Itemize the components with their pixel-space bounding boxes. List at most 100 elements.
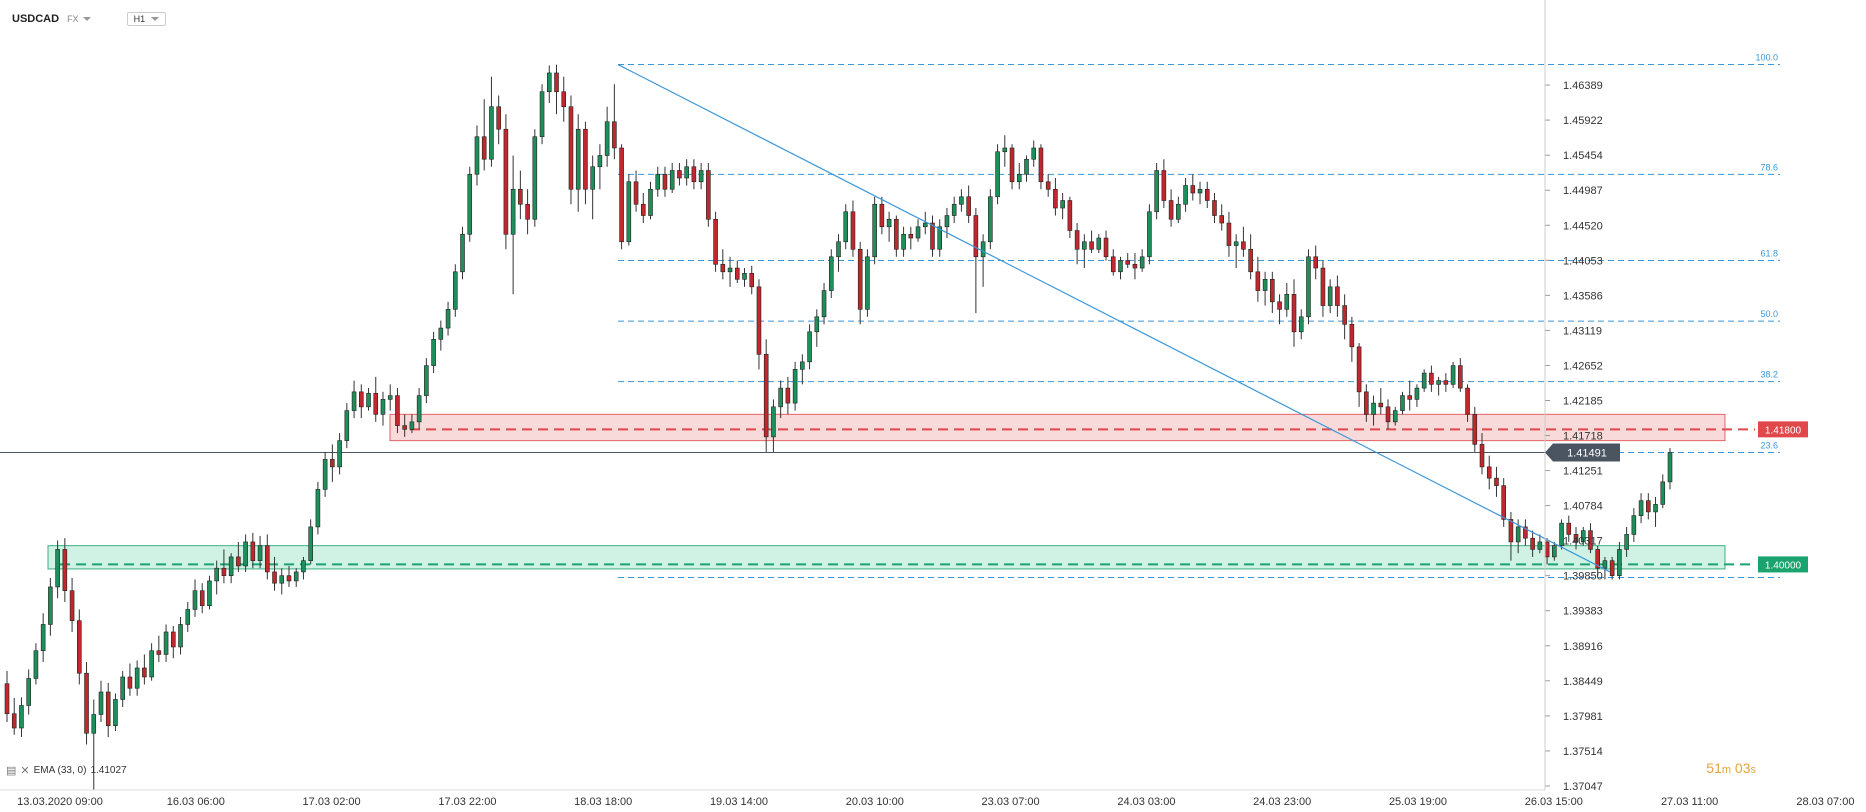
y-tick-label: 1.45454 [1563,150,1603,162]
candle-body [988,196,993,243]
candle-body [1024,158,1029,175]
candle-body [474,136,480,175]
y-tick-label: 1.42185 [1563,395,1603,407]
candle-body [1320,267,1326,306]
support-resistance-zones [0,413,1755,570]
candle-body [1667,452,1673,483]
candle-body [510,188,516,235]
candle-body [1559,522,1564,546]
x-tick-label: 17.03 02:00 [303,796,361,808]
candle-body [163,631,169,655]
candle-body [1313,256,1318,269]
candle-body [1060,200,1065,209]
chevron-down-icon [151,17,160,21]
candle-body [98,691,104,715]
indicator-label: EMA (33, 0) [33,765,87,776]
indicator-settings-icon[interactable]: ▤ [6,765,17,777]
timer-seconds-unit: s [1750,764,1757,776]
timer-minutes-unit: m [1721,764,1732,776]
candle-body [481,136,487,160]
indicator-value: 1.41027 [90,765,127,776]
close-icon[interactable]: ✕ [20,765,30,777]
candle-body [539,91,545,138]
candle-body [908,233,914,239]
candle-body [1183,185,1188,205]
candle-body [1371,402,1376,415]
candle-body [445,309,451,329]
candle-body [749,272,755,288]
candle-body [1472,414,1478,445]
candle-body [1450,365,1456,385]
y-tick-label: 1.45922 [1563,115,1603,127]
symbol-label[interactable]: USDCAD [12,13,60,25]
candle-body [1573,534,1579,543]
price-axis: 1.46389 1.45922 1.45454 1.44987 1.44520 1.440… [1544,0,1808,793]
candle-body [1537,541,1543,550]
candle-body [865,256,870,310]
x-tick-label: 24.03 23:00 [1253,796,1311,808]
candle-body [1378,402,1384,408]
candle-body [1053,188,1058,209]
candle-body [1588,530,1593,550]
candle-body [1118,260,1123,273]
candle-body [156,650,162,655]
candle-body [785,387,791,404]
y-tick-label: 1.44987 [1563,185,1603,197]
y-tick-label: 1.41718 [1563,431,1603,443]
candle-body [995,151,1000,198]
candle-body [734,267,740,280]
support-price-tag: 1.40000 [1765,560,1802,571]
x-tick-label: 16.03 06:00 [167,796,225,808]
chevron-down-icon [82,17,91,21]
y-tick-label: 1.40317 [1563,536,1603,548]
candle-body [1298,316,1304,333]
candle-body [1306,256,1311,318]
candle-body [1031,147,1037,160]
y-tick-label: 1.44053 [1563,255,1603,267]
candle-body [113,699,118,727]
timer-minutes: 51 [1706,760,1722,776]
candle-body [243,541,248,567]
candle-body [1074,230,1080,250]
candle-body [648,188,653,216]
candle-body [1400,395,1405,411]
market-selector[interactable]: FX [67,14,91,24]
candle-body [1421,372,1427,389]
candle-body [395,395,400,426]
y-tick-label: 1.37047 [1563,781,1603,793]
candle-body [727,267,733,273]
candle-body [1241,241,1246,250]
y-tick-label: 1.38449 [1563,676,1603,688]
candle-body [286,575,292,582]
x-tick-label: 13.03.2020 09:00 [17,796,103,808]
candle-body [1045,181,1051,190]
candle-body [640,203,646,216]
fib-level-label: 61.8 [1760,249,1778,259]
y-tick-label: 1.41251 [1563,466,1603,478]
resistance-zone [389,413,1726,442]
trendline[interactable] [617,64,1611,573]
fib-level-label: 78.6 [1760,162,1778,172]
candle-body [590,166,595,190]
y-tick-label: 1.44520 [1563,220,1603,232]
timeframe-selector[interactable]: H1 [126,12,167,26]
candle-body [1494,477,1499,486]
candle-body [1479,444,1485,468]
candle-body [1646,500,1651,513]
candle-body [1414,387,1420,400]
candle-body [554,72,559,93]
candle-body [583,128,588,190]
fib-level-label: 50.0 [1760,309,1778,319]
candle-body [1038,147,1044,183]
y-tick-label: 1.43586 [1563,290,1603,302]
indicator-legend: ▤ ✕ EMA (33, 0) 1.41027 [6,764,127,777]
candle-body [1291,294,1297,333]
candle-body [1356,346,1362,393]
candle-body [901,233,906,250]
candle-body [359,391,364,408]
candle-body [1609,560,1615,576]
candle-body [1580,530,1586,543]
candle-body [1176,203,1181,220]
candle-body [1653,504,1658,513]
